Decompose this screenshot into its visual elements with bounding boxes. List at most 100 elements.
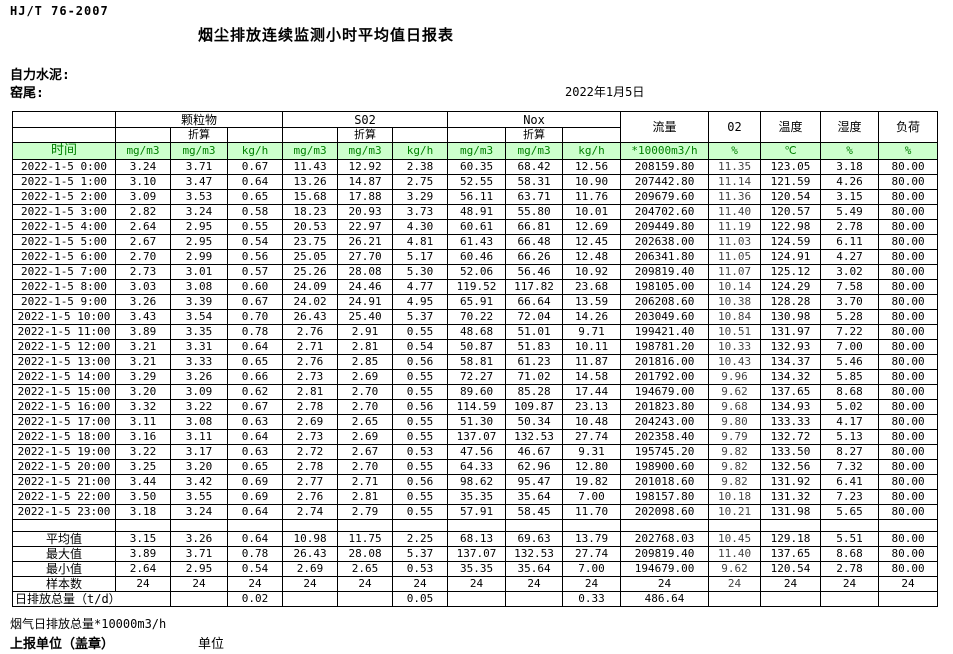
- value-cell: 202358.40: [620, 429, 710, 445]
- value-cell: 10.51: [708, 324, 762, 340]
- value-cell: 35.64: [505, 489, 564, 505]
- value-cell: 5.65: [820, 504, 880, 520]
- value-cell: 0.70: [226, 309, 284, 325]
- converted-label: 折算: [337, 127, 394, 143]
- value-cell: 124.29: [760, 279, 822, 295]
- value-cell: 2.76: [282, 354, 339, 370]
- value-cell: 3.09: [115, 189, 171, 205]
- summary-value-cell: 24: [115, 576, 171, 592]
- value-cell: 5.49: [820, 204, 880, 220]
- summary-value-cell: 24: [708, 576, 762, 592]
- value-cell: 7.00: [562, 489, 622, 505]
- table-row: 2022-1-5 22:00 3.50 3.55 0.69 2.76 2.81 0.55 35…: [12, 489, 939, 505]
- summary-value-cell: 24: [760, 576, 822, 592]
- value-cell: 124.91: [760, 249, 822, 265]
- value-cell: 132.93: [760, 339, 822, 355]
- table-row: 2022-1-5 10:00 3.43 3.54 0.70 26.43 25.40 5.37…: [12, 309, 939, 325]
- value-cell: 14.26: [562, 309, 622, 325]
- value-cell: 10.33: [708, 339, 762, 355]
- value-cell: 9.31: [562, 444, 622, 460]
- value-cell: 14.58: [562, 369, 622, 385]
- summary-value-cell: 24: [392, 576, 449, 592]
- value-cell: 132.53: [505, 429, 564, 445]
- value-cell: 18.23: [282, 204, 339, 220]
- value-cell: 9.96: [708, 369, 762, 385]
- value-cell: 8.27: [820, 444, 880, 460]
- blank-cell: [226, 519, 284, 532]
- value-cell: 0.55: [392, 384, 449, 400]
- value-cell: 56.46: [505, 264, 564, 280]
- value-cell: 80.00: [878, 489, 939, 505]
- value-cell: 207442.80: [620, 174, 710, 190]
- table-row: 2022-1-5 9:00 3.26 3.39 0.67 24.02 24.91 4.95 6…: [12, 294, 939, 310]
- value-cell: 9.68: [708, 399, 762, 415]
- value-cell: 3.20: [170, 459, 228, 475]
- summary-value-cell: 35.35: [447, 561, 507, 577]
- value-cell: 199421.40: [620, 324, 710, 340]
- value-cell: 3.10: [115, 174, 171, 190]
- summary-value-cell: 2.25: [392, 531, 449, 547]
- summary-value-cell: 137.07: [447, 546, 507, 562]
- value-cell: 23.68: [562, 279, 622, 295]
- value-cell: 0.54: [392, 339, 449, 355]
- summary-row: 最大值 3.89 3.71 0.78 26.43 28.08 5.37 137.07 132.5…: [12, 546, 939, 562]
- value-cell: 0.67: [226, 159, 284, 175]
- monitoring-table: 颗粒物 S02 Nox 流量 02 温度 湿度 负荷 折算 折算 折算 时间 m…: [12, 111, 939, 607]
- summary-value-cell: 13.79: [562, 531, 622, 547]
- value-cell: 11.03: [708, 234, 762, 250]
- blank-cell: [505, 519, 564, 532]
- value-cell: 20.53: [282, 219, 339, 235]
- value-cell: 4.81: [392, 234, 449, 250]
- value-cell: 3.26: [115, 294, 171, 310]
- value-cell: 4.30: [392, 219, 449, 235]
- time-cell: 2022-1-5 0:00: [12, 159, 116, 175]
- summary-value-cell: 24: [282, 576, 339, 592]
- unit-cell: mg/m3: [170, 142, 228, 160]
- summary-value-cell: 24: [337, 576, 394, 592]
- value-cell: 0.55: [392, 459, 449, 475]
- time-cell: 2022-1-5 14:00: [12, 369, 116, 385]
- value-cell: 3.16: [115, 429, 171, 445]
- value-cell: 80.00: [878, 249, 939, 265]
- value-cell: 2.71: [337, 474, 394, 490]
- summary-value-cell: 9.62: [708, 561, 762, 577]
- value-cell: 66.81: [505, 219, 564, 235]
- value-cell: 0.69: [226, 489, 284, 505]
- value-cell: 0.56: [392, 474, 449, 490]
- value-cell: 2.70: [337, 459, 394, 475]
- blank-cell: [447, 519, 507, 532]
- value-cell: 117.82: [505, 279, 564, 295]
- summary-value-cell: 0.05: [392, 591, 449, 607]
- table-row: 2022-1-5 13:00 3.21 3.33 0.65 2.76 2.85 0.56 58…: [12, 354, 939, 370]
- table-row: 2022-1-5 23:00 3.18 3.24 0.64 2.74 2.79 0.55 57…: [12, 504, 939, 520]
- value-cell: 80.00: [878, 459, 939, 475]
- value-cell: 15.68: [282, 189, 339, 205]
- value-cell: 11.87: [562, 354, 622, 370]
- summary-label: 样本数: [12, 576, 116, 592]
- summary-value-cell: 11.75: [337, 531, 394, 547]
- value-cell: 80.00: [878, 234, 939, 250]
- value-cell: 0.55: [392, 489, 449, 505]
- value-cell: 3.26: [170, 369, 228, 385]
- unit-cell: mg/m3: [115, 142, 171, 160]
- summary-value-cell: 24: [878, 576, 939, 592]
- value-cell: 3.70: [820, 294, 880, 310]
- value-cell: 5.46: [820, 354, 880, 370]
- value-cell: 89.60: [447, 384, 507, 400]
- value-cell: 6.11: [820, 234, 880, 250]
- value-cell: 3.73: [392, 204, 449, 220]
- value-cell: 0.69: [226, 474, 284, 490]
- value-cell: 64.33: [447, 459, 507, 475]
- summary-value-cell: 0.54: [226, 561, 284, 577]
- summary-value-cell: 11.40: [708, 546, 762, 562]
- unit-cell: %: [708, 142, 762, 160]
- value-cell: 10.14: [708, 279, 762, 295]
- value-cell: 98.62: [447, 474, 507, 490]
- value-cell: 80.00: [878, 354, 939, 370]
- value-cell: 206208.60: [620, 294, 710, 310]
- time-cell: 2022-1-5 6:00: [12, 249, 116, 265]
- value-cell: 114.59: [447, 399, 507, 415]
- value-cell: 80.00: [878, 444, 939, 460]
- time-cell: 2022-1-5 17:00: [12, 414, 116, 430]
- blank-cell: [447, 127, 507, 143]
